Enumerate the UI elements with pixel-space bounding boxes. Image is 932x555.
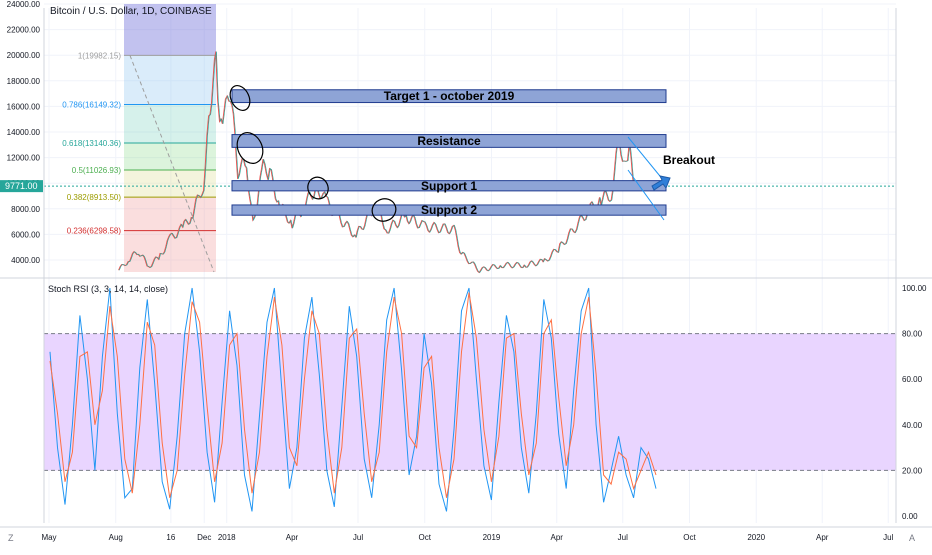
zone-box[interactable] — [231, 89, 667, 104]
fib-band — [124, 170, 216, 198]
time-tick-label: 16 — [166, 533, 175, 542]
stoch-rsi-pane — [44, 287, 896, 512]
current-price-label: 9771.00 — [5, 181, 38, 191]
wedge-line-upper — [627, 136, 665, 182]
zone-box[interactable] — [231, 134, 667, 148]
time-tick-label: Oct — [419, 533, 432, 542]
stoch-tick-label: 60.00 — [902, 375, 923, 384]
fib-band — [124, 197, 216, 231]
fib-trend-line — [129, 55, 215, 273]
fib-level-label: 0.618(13140.36) — [62, 139, 121, 148]
time-tick-label: Aug — [109, 533, 123, 542]
time-tick-label: 2019 — [483, 533, 501, 542]
zone-label: Support 2 — [421, 203, 477, 217]
highlight-circle — [307, 176, 329, 200]
price-tick-label: 4000.00 — [11, 256, 40, 265]
price-tick-label: 8000.00 — [11, 205, 40, 214]
stoch-title: Stoch RSI (3, 3, 14, 14, close) — [48, 284, 168, 294]
stoch-tick-label: 20.00 — [902, 466, 923, 475]
zone-label: Support 1 — [421, 179, 477, 193]
price-tick-label: 24000.00 — [7, 0, 41, 9]
zone-label: Resistance — [417, 134, 481, 148]
zone-label: Target 1 - october 2019 — [384, 89, 515, 103]
fib-level-label: 0.5(11026.93) — [72, 166, 122, 175]
stoch-tick-label: 40.00 — [902, 421, 923, 430]
fib-level-label: 0.786(16149.32) — [62, 100, 121, 109]
chart-title: Bitcoin / U.S. Dollar, 1D, COINBASE — [50, 6, 212, 17]
fibonacci-retracement: 1(19982.15) 0.786(16149.32) 0.618(13140.36… — [62, 4, 216, 273]
stoch-band — [44, 333, 896, 471]
highlight-circle — [229, 85, 251, 111]
fib-level-label: 0.236(6298.58) — [67, 227, 122, 236]
price-tick-label: 16000.00 — [7, 102, 41, 111]
price-tick-label: 6000.00 — [11, 230, 40, 239]
fib-band — [124, 104, 216, 144]
breakout-annotation: Breakout — [663, 153, 715, 167]
stoch-k-line — [49, 287, 657, 512]
auto-scale-button[interactable]: A — [909, 533, 915, 543]
time-tick-label: Dec — [197, 533, 211, 542]
time-tick-label: 2020 — [747, 533, 765, 542]
highlight-circle — [371, 198, 397, 222]
fib-level-label: 1(19982.15) — [78, 51, 121, 60]
current-price-tag — [0, 180, 43, 193]
zone-box[interactable] — [231, 204, 667, 216]
fib-band-top — [124, 4, 216, 56]
price-tick-label: 14000.00 — [7, 128, 41, 137]
stoch-tick-label: 0.00 — [902, 512, 918, 521]
stoch-tick-label: 100.00 — [902, 284, 927, 293]
time-tick-label: 2018 — [218, 533, 236, 542]
fib-level-label: 0.382(8913.50) — [67, 193, 122, 202]
time-tick-label: Apr — [816, 533, 829, 542]
fib-band — [124, 230, 216, 272]
price-tick-label: 18000.00 — [7, 77, 41, 86]
fib-band — [124, 55, 216, 105]
stoch-tick-label: 80.00 — [902, 330, 923, 339]
fib-band — [124, 143, 216, 171]
axes: 24000.00 22000.00 20000.00 18000.00 16000.00… — [0, 0, 932, 542]
time-tick-label: May — [41, 533, 56, 542]
time-tick-label: Oct — [683, 533, 696, 542]
price-tick-label: 12000.00 — [7, 154, 41, 163]
wedge-line-lower — [627, 169, 665, 221]
timezone-label[interactable]: Z — [8, 533, 14, 543]
annotation-drawings: Breakout — [229, 85, 715, 222]
time-tick-label: Jul — [883, 533, 893, 542]
highlight-circle — [236, 132, 264, 164]
stoch-d-line — [49, 292, 657, 498]
price-tick-label: 20000.00 — [7, 51, 41, 60]
support-resistance-zones[interactable]: Target 1 - october 2019 Resistance Support… — [231, 89, 667, 217]
breakout-arrow — [651, 175, 671, 191]
time-tick-label: Jul — [618, 533, 628, 542]
price-tick-label: 22000.00 — [7, 26, 41, 35]
time-tick-label: Apr — [286, 533, 299, 542]
time-tick-label: Jul — [353, 533, 363, 542]
time-tick-label: Apr — [551, 533, 564, 542]
